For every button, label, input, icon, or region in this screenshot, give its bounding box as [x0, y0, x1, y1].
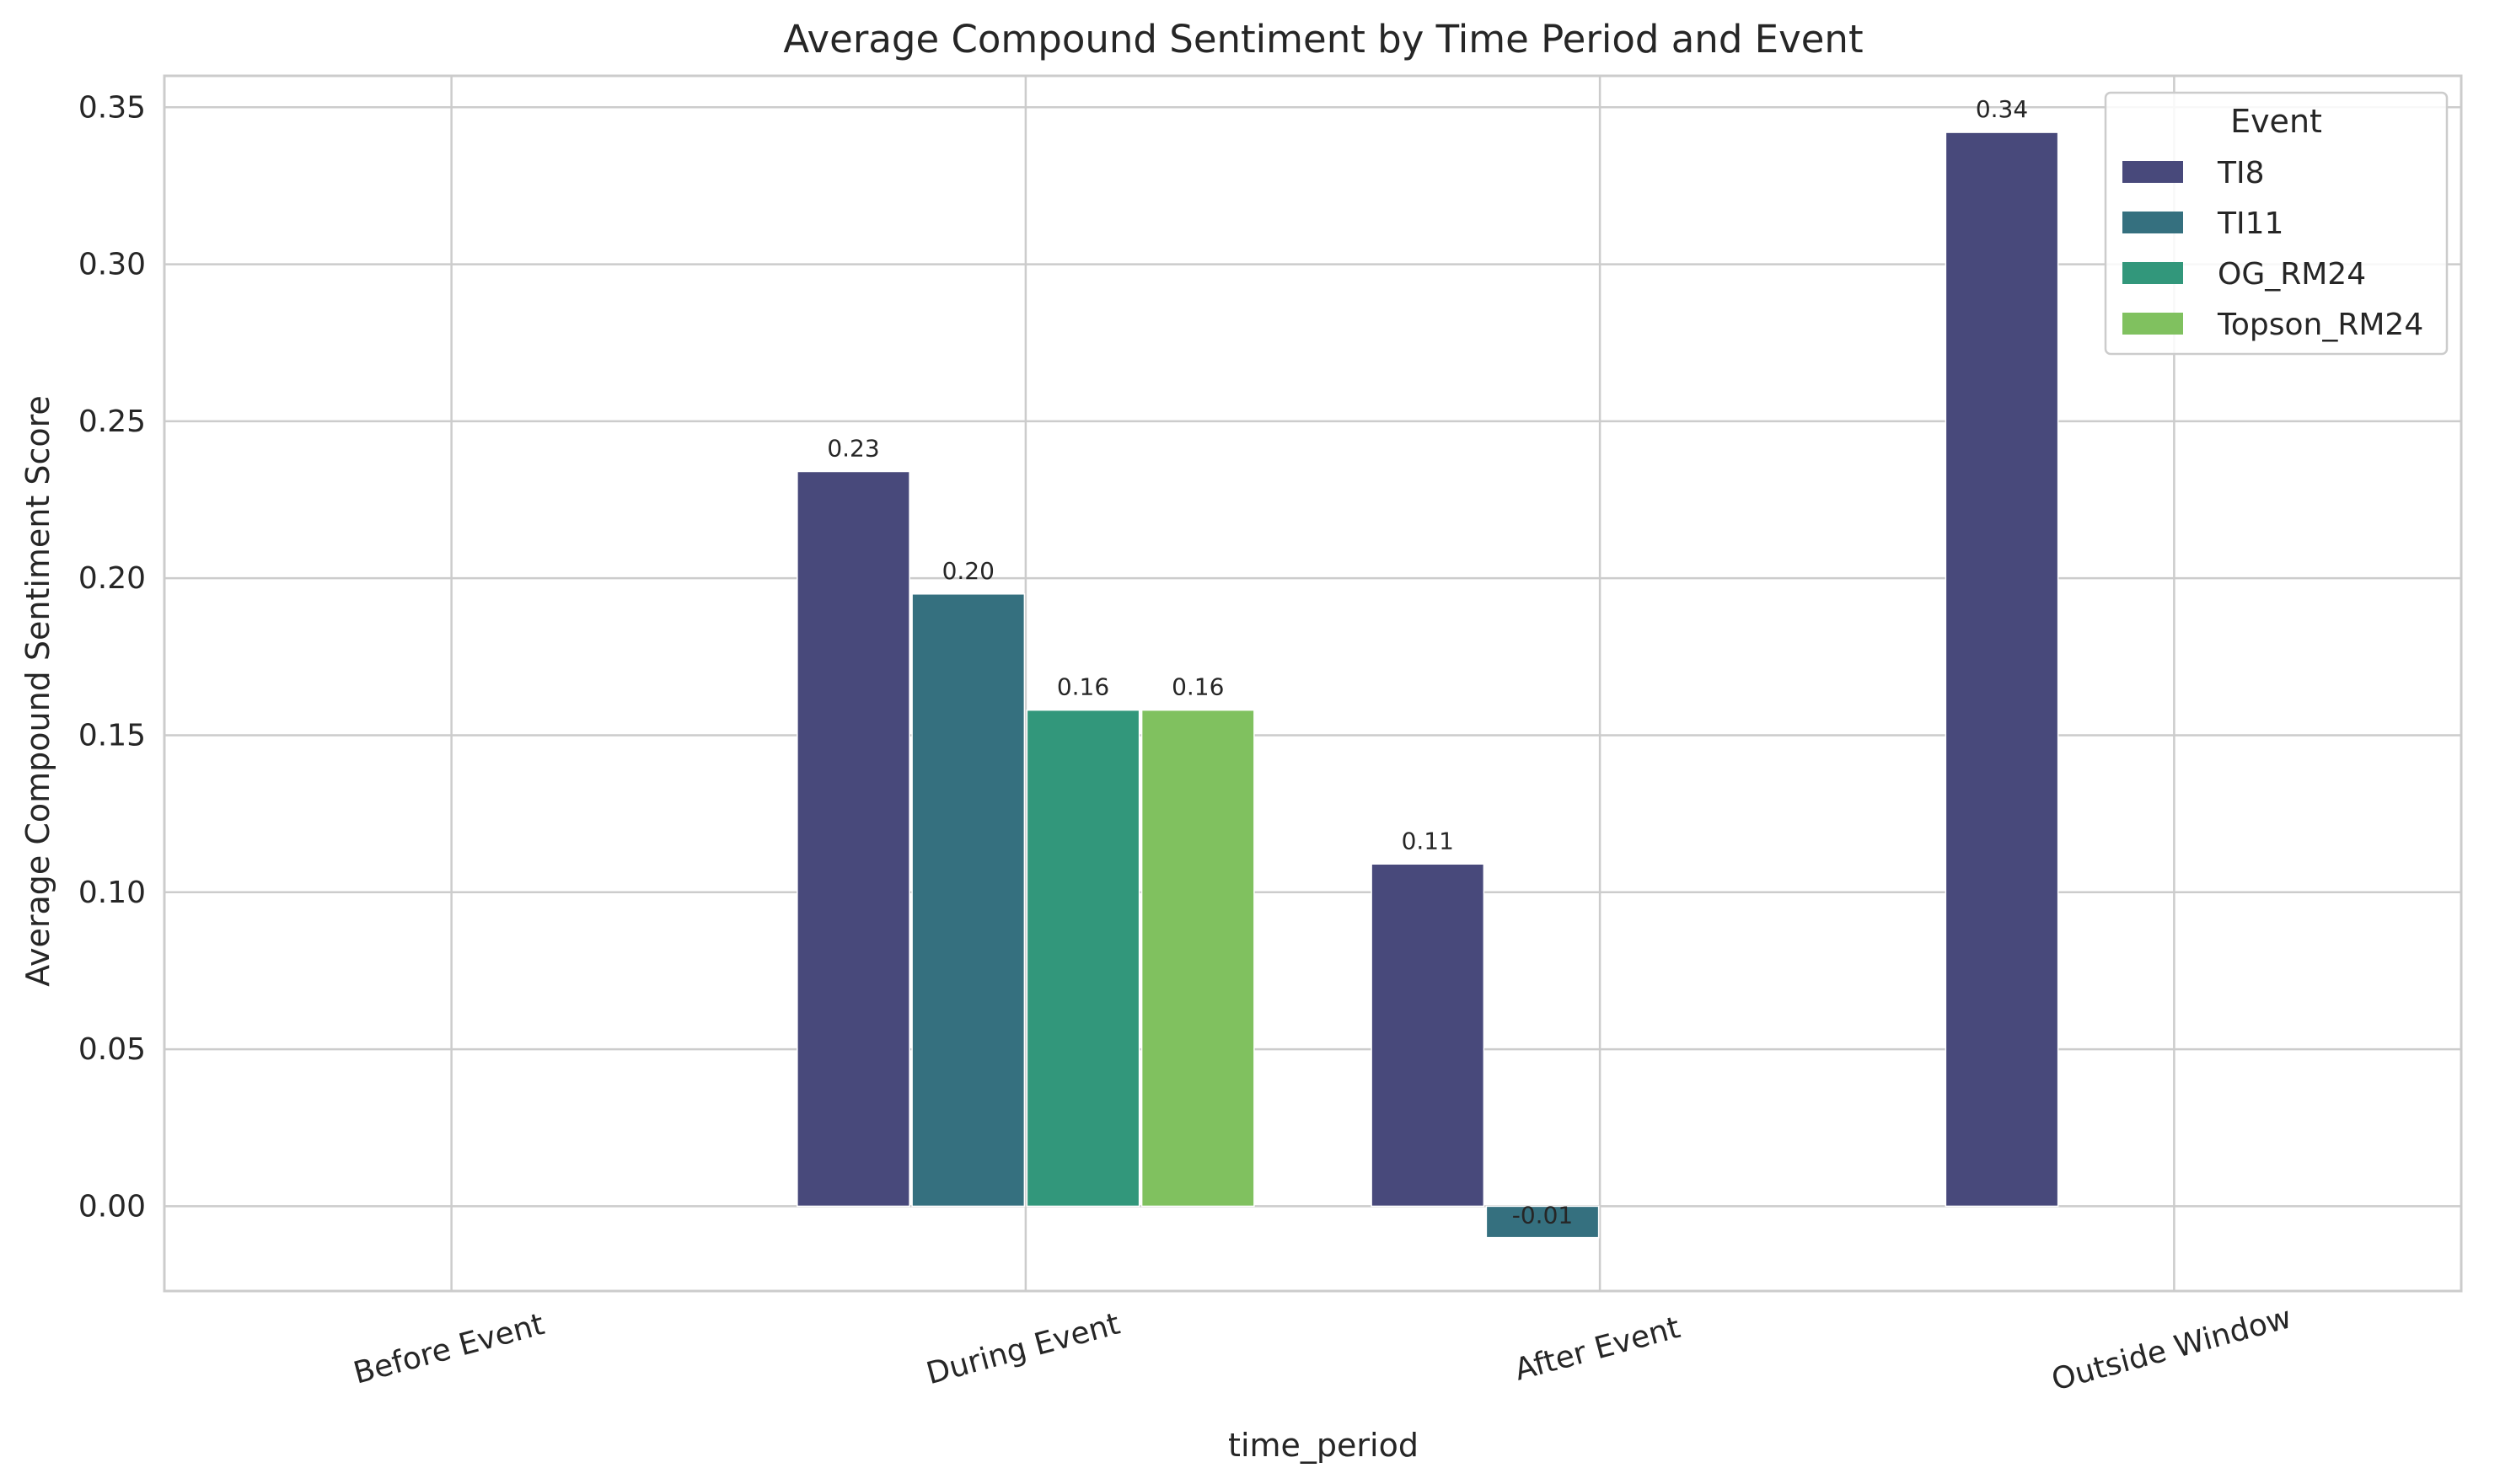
x-axis-ticks: Before Event During Event After Event Outsi…: [350, 1300, 2295, 1397]
x-tick-label: Outside Window: [2048, 1300, 2295, 1397]
y-tick-label: 0.00: [78, 1189, 146, 1224]
bar-value-label: 0.34: [1976, 95, 2028, 123]
legend-items: TI8 TI11 OG_RM24 Topson_RM24: [2122, 156, 2423, 342]
y-tick-label: 0.20: [78, 561, 146, 596]
y-tick-label: 0.30: [78, 248, 146, 282]
bar: [1485, 1205, 1600, 1239]
legend-label: OG_RM24: [2218, 257, 2366, 292]
y-axis-title: Average Compound Sentiment Score: [19, 395, 56, 987]
legend-swatch: [2122, 262, 2183, 284]
y-tick-label: 0.10: [78, 876, 146, 910]
bar: [1026, 709, 1140, 1208]
legend-title: Event: [2230, 103, 2322, 140]
x-tick-label: During Event: [923, 1307, 1124, 1392]
plot-area-frame: [163, 74, 2463, 1293]
bar-value-label: 0.16: [1057, 673, 1109, 701]
x-tick-label: After Event: [1511, 1310, 1684, 1388]
legend: Event TI8 TI11 OG_RM24 Topson_RM24: [2104, 91, 2449, 356]
bar-value-label: 0.11: [1402, 827, 1454, 855]
y-tick-label: 0.35: [78, 90, 146, 125]
bar: [1140, 709, 1255, 1208]
bar-value-labels: 0.23 0.11 0.34 0.20 -0.01 0.16 0.16: [827, 95, 2028, 1229]
bar-value-label: 0.20: [942, 557, 995, 585]
y-tick-label: 0.15: [78, 718, 146, 753]
y-tick-label: 0.25: [78, 404, 146, 439]
legend-label: TI8: [2217, 156, 2265, 190]
bar: [911, 593, 1026, 1208]
legend-label: TI11: [2217, 206, 2283, 241]
bar-value-label: 0.16: [1172, 673, 1224, 701]
bar-value-label: 0.23: [827, 434, 879, 462]
y-tick-label: 0.05: [78, 1032, 146, 1067]
legend-swatch: [2122, 313, 2183, 335]
legend-label: Topson_RM24: [2217, 308, 2423, 342]
legend-box: [2104, 91, 2449, 356]
x-axis-title: time_period: [1228, 1427, 1419, 1464]
legend-swatch: [2122, 212, 2183, 233]
legend-swatch: [2122, 161, 2183, 183]
bar: [1945, 131, 2059, 1208]
bar: [797, 470, 910, 1208]
bar-value-label: -0.01: [1512, 1201, 1573, 1229]
chart-title: Average Compound Sentiment by Time Perio…: [783, 17, 1863, 62]
bars: [797, 131, 2059, 1239]
y-axis-ticks: 0.00 0.05 0.10 0.15 0.20 0.25 0.30 0.35: [78, 90, 146, 1224]
x-tick-label: Before Event: [350, 1307, 548, 1391]
bar: [1371, 863, 1485, 1208]
